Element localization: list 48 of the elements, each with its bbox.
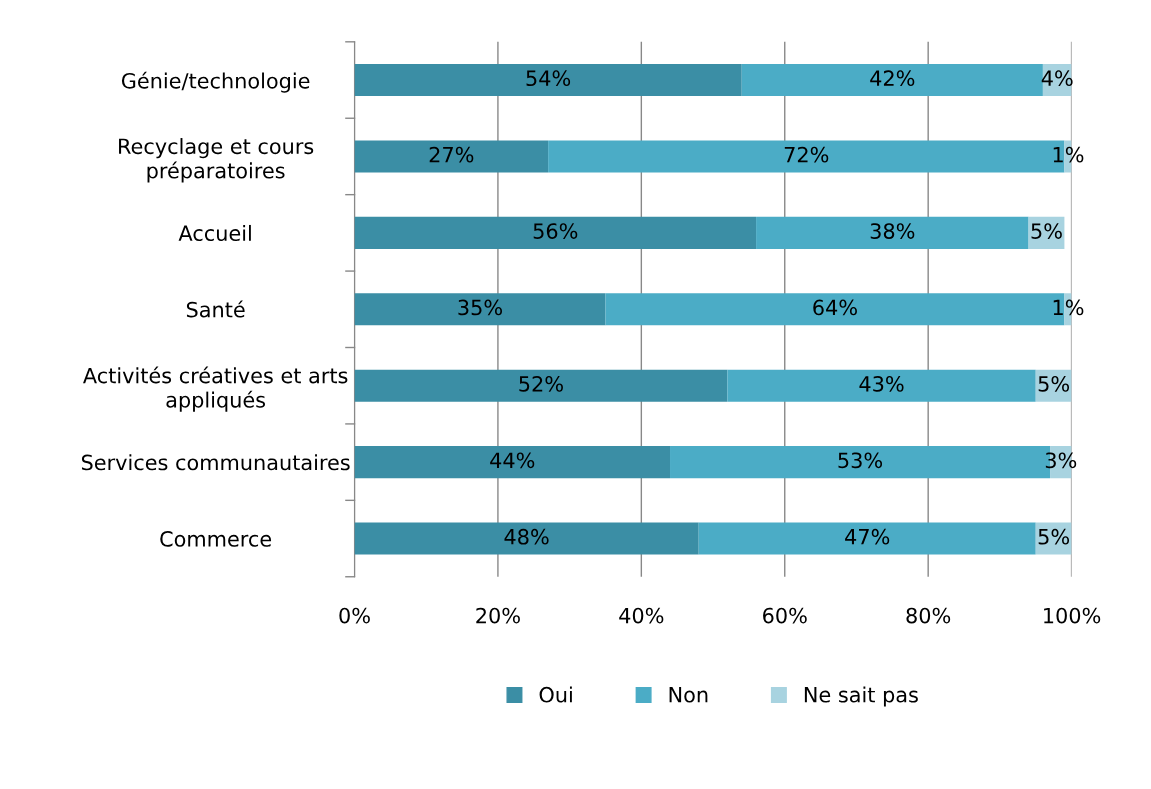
data-label: 1% <box>1053 146 1084 163</box>
x-tick-label: 20% <box>476 607 520 624</box>
data-label: 53% <box>838 452 883 469</box>
bar <box>354 522 699 555</box>
legend-label: Non <box>669 687 708 703</box>
data-label: 56% <box>533 223 578 239</box>
data-label: 4% <box>1041 70 1073 87</box>
data-label: 5% <box>1038 375 1070 392</box>
y-tick-label: Services communautaires <box>81 454 350 471</box>
y-tick-label: Génie/technologie <box>121 71 310 93</box>
bar <box>354 63 742 97</box>
data-label: 27% <box>429 146 474 163</box>
bar <box>354 446 671 479</box>
data-label: 35% <box>458 299 502 316</box>
data-label: 48% <box>504 528 549 545</box>
y-tick-label: Santé <box>186 300 245 318</box>
data-label: 42% <box>870 70 915 87</box>
data-label: 38% <box>870 223 915 239</box>
x-tick-label: 60% <box>763 607 807 624</box>
bar <box>354 216 757 249</box>
bar <box>727 369 1036 402</box>
data-label: 47% <box>845 528 890 545</box>
bar <box>354 293 606 326</box>
data-label: 5% <box>1038 528 1070 545</box>
y-tick-label: Commerce <box>160 531 272 547</box>
x-tick-label: 0% <box>339 607 370 624</box>
data-label: 5% <box>1031 223 1062 239</box>
data-label: 52% <box>519 375 563 392</box>
data-label: 43% <box>859 375 904 392</box>
x-tick-label: 80% <box>906 607 951 624</box>
data-label: 44% <box>490 452 535 469</box>
data-label: 64% <box>813 299 857 316</box>
y-tick-label: Activités créatives et arts appliqués <box>83 366 348 412</box>
bar <box>354 140 549 173</box>
legend-label: Oui <box>539 686 572 703</box>
legend-label: Ne sait pas <box>804 686 918 707</box>
bar <box>741 63 1043 97</box>
y-tick-label: Recyclage et cours préparatoires <box>119 138 314 183</box>
bar <box>698 522 1036 555</box>
x-tick-label: 100% <box>1044 607 1101 624</box>
data-label: 3% <box>1045 452 1077 469</box>
x-tick-label: 40% <box>619 607 664 624</box>
y-tick-label: Accueil <box>178 224 251 242</box>
data-label: 1% <box>1053 299 1084 316</box>
data-label: 72% <box>784 146 829 163</box>
bar <box>756 216 1029 249</box>
data-label: 54% <box>526 70 571 87</box>
bar <box>354 369 728 402</box>
